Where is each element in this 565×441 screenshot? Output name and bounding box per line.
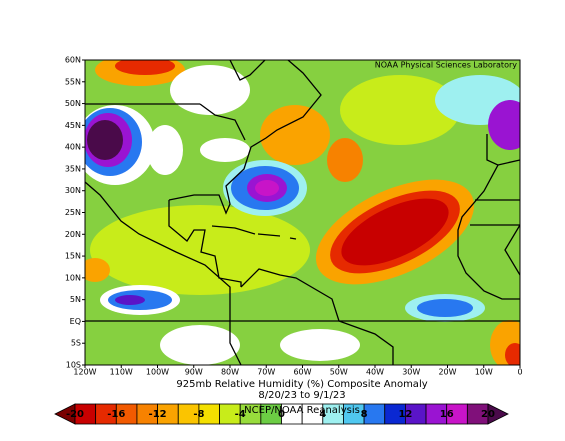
- field-yellowgreen: [90, 205, 310, 295]
- lat-label: 20N: [65, 230, 81, 239]
- colorbar-end: [487, 403, 509, 425]
- coastline: [470, 159, 520, 276]
- lon-label: 110W: [110, 368, 133, 377]
- lon-label: 100W: [146, 368, 169, 377]
- coastline: [211, 225, 297, 240]
- field-darkred: [341, 198, 449, 266]
- lon-label: 10W: [475, 368, 493, 377]
- lat-label: 35N: [65, 164, 81, 173]
- colorbar-label: 20: [481, 409, 495, 420]
- field-orange: [327, 138, 363, 182]
- colorbar-label: 12: [398, 409, 412, 420]
- coastline: [240, 268, 394, 365]
- field-white: [170, 65, 250, 115]
- colorbar-label: -4: [235, 409, 246, 420]
- colorbar-label: -20: [66, 409, 84, 420]
- coastlines: [85, 60, 520, 365]
- field-white: [200, 138, 250, 162]
- coastline: [168, 200, 242, 287]
- lon-label: 30W: [402, 368, 420, 377]
- field-orange: [260, 105, 330, 165]
- field-magenta: [255, 180, 279, 196]
- colorbar: -20 -16 -12 -8 -4 0 4 8 12 16 20: [54, 403, 509, 425]
- lon-label: 120W: [73, 368, 96, 377]
- lat-label: 25N: [65, 208, 81, 217]
- lat-label: EQ: [70, 317, 81, 326]
- field-white: [147, 125, 183, 175]
- lat-label: 50N: [65, 99, 81, 108]
- coastline: [457, 134, 520, 300]
- colorbar-label: 16: [440, 409, 454, 420]
- credit: NOAA Physical Sciences Laboratory: [375, 61, 518, 70]
- lat-label: 55N: [65, 77, 81, 86]
- field-white: [160, 325, 240, 365]
- lon-label: 20W: [438, 368, 456, 377]
- lon-label: 50W: [330, 368, 348, 377]
- field-blue: [417, 299, 473, 317]
- field-white: [280, 329, 360, 361]
- lon-label: 90W: [185, 368, 203, 377]
- lat-label: 10S: [66, 361, 81, 370]
- field-darkpurple: [87, 120, 123, 160]
- lat-label: 40N: [65, 143, 81, 152]
- anomaly-field: [85, 60, 520, 365]
- map-title: 925mb Relative Humidity (%) Composite An…: [176, 379, 427, 390]
- lat-label: 15N: [65, 252, 81, 261]
- coastline: [85, 181, 242, 365]
- coastline: [168, 60, 322, 215]
- field-yellowgreen: [340, 75, 460, 145]
- field-purple: [488, 100, 520, 150]
- date-range: 8/20/23 to 9/1/23: [258, 390, 345, 401]
- lat-label: 5S: [71, 339, 81, 348]
- lon-label: 0: [517, 368, 522, 377]
- lon-label: 80W: [221, 368, 239, 377]
- source: NCEP/NOAA Reanalysis: [244, 405, 360, 416]
- lat-label: 45N: [65, 121, 81, 130]
- field-red: [505, 343, 520, 365]
- field-purple: [115, 295, 145, 305]
- lon-label: 70W: [257, 368, 275, 377]
- colorbar-label: -16: [107, 409, 125, 420]
- coastline: [85, 103, 520, 322]
- colorbar-label: -12: [149, 409, 167, 420]
- colorbar-label: 8: [361, 409, 368, 420]
- lat-label: 30N: [65, 186, 81, 195]
- field-orange: [85, 258, 110, 282]
- lon-label: 60W: [293, 368, 311, 377]
- lat-label: 60N: [65, 56, 81, 65]
- coastline: [199, 60, 266, 141]
- lon-label: 40W: [366, 368, 384, 377]
- colorbar-label: -8: [193, 409, 204, 420]
- lat-label: 5N: [70, 295, 81, 304]
- field-red: [115, 60, 175, 75]
- lat-label: 10N: [65, 273, 81, 282]
- colorbar-label: 0: [278, 409, 285, 420]
- colorbar-label: 4: [319, 409, 326, 420]
